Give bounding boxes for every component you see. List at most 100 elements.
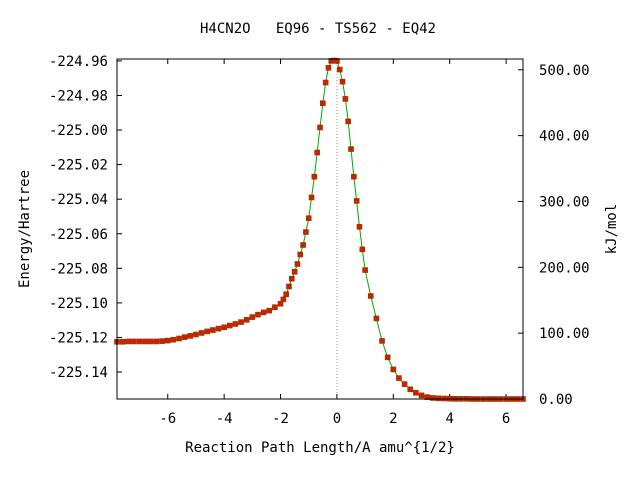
data-point	[373, 315, 380, 322]
data-point	[424, 394, 430, 400]
data-point	[314, 149, 320, 156]
data-point	[249, 314, 256, 320]
data-point	[125, 338, 132, 345]
data-point	[181, 334, 188, 340]
x-tick-label: -4	[216, 411, 233, 427]
data-point	[441, 395, 447, 402]
data-point	[334, 58, 340, 64]
data-point	[291, 268, 298, 275]
data-point	[232, 321, 239, 327]
data-point	[221, 324, 227, 331]
y-tick-label: -225.02	[49, 158, 108, 174]
data-point	[136, 338, 143, 345]
data-point	[193, 331, 199, 338]
data-point	[342, 96, 349, 102]
data-point	[396, 375, 402, 381]
data-point	[305, 215, 312, 221]
data-point	[280, 296, 287, 303]
y-tick-label: -224.98	[49, 88, 108, 104]
x-tick-label: -6	[159, 411, 176, 427]
data-point	[204, 328, 211, 335]
data-point	[210, 327, 216, 333]
data-point	[283, 291, 289, 298]
data-point	[164, 337, 171, 344]
data-point	[384, 354, 391, 361]
data-point	[353, 198, 360, 204]
data-point	[159, 338, 165, 344]
data-point	[390, 366, 397, 373]
y-tick-label: -224.96	[49, 54, 108, 70]
x-tick-label: 0	[333, 411, 341, 427]
data-point	[260, 309, 267, 316]
data-point	[429, 395, 436, 401]
data-point	[294, 261, 301, 267]
data-point	[348, 146, 354, 152]
data-point	[311, 173, 318, 180]
y2-tick-label: 0.00	[539, 392, 573, 408]
axis-ticks: -6 -4 -2 0 2 4 6 -224.96 -224.98 -225.00 -225.02 -2…	[49, 54, 590, 427]
data-point	[435, 395, 442, 402]
data-point	[325, 65, 332, 71]
data-point	[176, 335, 182, 342]
x-axis-title: Reaction Path Length/A amu^{1/2}	[185, 440, 455, 456]
y2-tick-label: 200.00	[539, 260, 590, 276]
chart-title: H4CN2O EQ96 - TS562 - EQ42	[200, 21, 436, 37]
x-tick-label: 4	[445, 411, 453, 427]
data-point	[198, 330, 205, 336]
data-point	[308, 194, 315, 201]
data-point	[336, 66, 343, 73]
data-point	[255, 311, 261, 318]
data-point	[401, 381, 408, 387]
plot-frame	[116, 58, 524, 400]
data-point	[320, 100, 326, 107]
y2-axis-title: kJ/mol	[604, 204, 620, 255]
data-point	[356, 224, 363, 230]
y-tick-label: -225.06	[49, 227, 108, 243]
data-point	[351, 173, 357, 180]
data-point	[297, 251, 304, 258]
data-point	[142, 338, 148, 345]
data-point	[359, 246, 366, 253]
data-point	[131, 338, 137, 345]
y2-tick-label: 100.00	[539, 326, 590, 342]
data-point	[413, 389, 419, 396]
data-point	[362, 267, 368, 273]
energy-series	[114, 57, 526, 402]
data-point	[243, 317, 250, 323]
data-point	[119, 338, 126, 345]
x-tick-label: 6	[502, 411, 510, 427]
data-point	[187, 333, 194, 339]
data-point	[277, 300, 284, 307]
data-point	[170, 336, 177, 343]
data-point	[303, 229, 309, 235]
data-point	[215, 325, 222, 332]
data-point	[367, 293, 374, 299]
data-point	[379, 338, 385, 344]
data-point	[272, 304, 278, 311]
data-point	[286, 283, 292, 290]
data-point	[300, 242, 306, 248]
y-tick-label: -225.10	[49, 296, 108, 312]
y-tick-label: -225.04	[49, 192, 108, 208]
x-tick-label: 2	[389, 411, 397, 427]
y-tick-label: -225.14	[49, 365, 108, 381]
energy-curve	[117, 60, 523, 400]
data-point	[148, 338, 154, 345]
data-point	[153, 338, 160, 345]
data-point	[345, 118, 351, 125]
data-point	[289, 275, 295, 282]
data-point	[317, 124, 323, 131]
y-tick-label: -225.08	[49, 261, 108, 277]
y2-tick-label: 500.00	[539, 63, 590, 79]
data-point	[238, 319, 244, 325]
data-point	[418, 392, 425, 399]
data-point	[266, 307, 273, 314]
y2-tick-label: 400.00	[539, 129, 590, 145]
data-point	[226, 322, 233, 329]
x-tick-label: -2	[272, 411, 289, 427]
data-point	[339, 78, 346, 85]
y2-tick-label: 300.00	[539, 194, 590, 210]
data-point	[407, 386, 414, 393]
y-tick-label: -225.12	[49, 330, 108, 346]
